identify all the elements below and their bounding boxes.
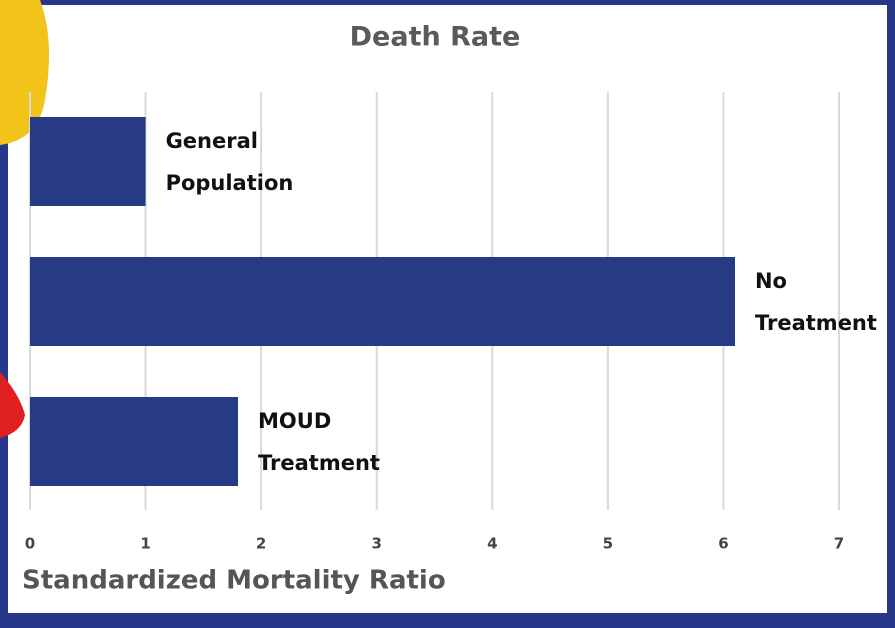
x-tick-label: 7	[834, 535, 844, 553]
x-tick-label: 3	[371, 535, 381, 553]
chart-title: Death Rate	[350, 22, 521, 53]
bar	[30, 397, 238, 486]
category-label: General Population	[166, 120, 294, 204]
page: Death Rate Standardized Mortality Ratio …	[0, 0, 895, 628]
bar	[30, 117, 146, 206]
x-tick-label: 6	[718, 535, 728, 553]
x-axis-label: Standardized Mortality Ratio	[22, 566, 446, 596]
x-tick-label: 0	[25, 535, 35, 553]
category-label: MOUD Treatment	[258, 400, 380, 484]
x-tick-label: 1	[140, 535, 150, 553]
x-tick-label: 5	[603, 535, 613, 553]
category-label: No Treatment	[755, 260, 877, 344]
bar	[30, 257, 735, 346]
x-tick-label: 4	[487, 535, 497, 553]
x-tick-label: 2	[256, 535, 266, 553]
